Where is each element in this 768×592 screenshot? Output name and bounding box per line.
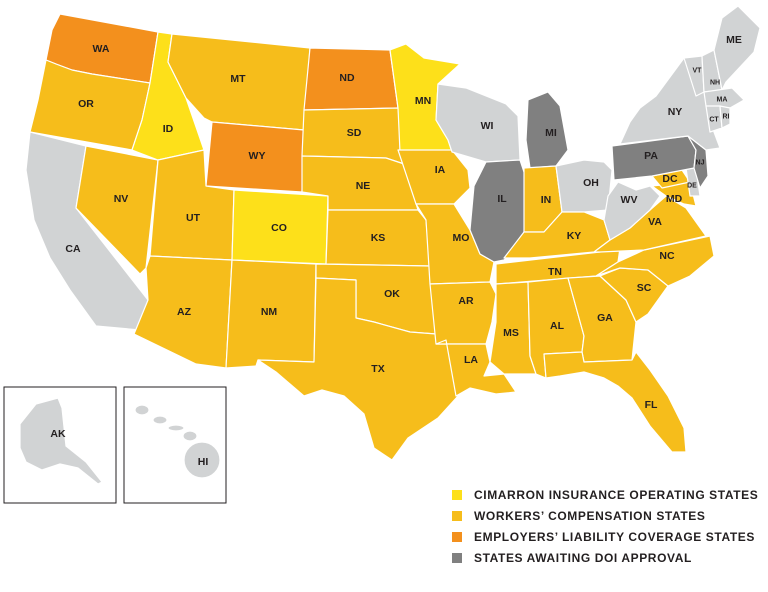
legend-swatch [452,552,462,563]
label-oh: OH [583,177,599,189]
label-wa: WA [93,43,110,55]
state-shapes [25,5,761,461]
label-sc: SC [637,282,652,294]
label-ia: IA [435,164,446,176]
hawaii-island-kauai [134,404,150,416]
legend-item-operating: CIMARRON INSURANCE OPERATING STATES [452,484,762,505]
legend-label: WORKERS’ COMPENSATION STATES [474,508,706,523]
hawaii-island-maui [182,430,198,442]
label-tx: TX [371,363,384,375]
hawaii-islands [134,404,221,479]
hawaii-island-oahu [152,415,168,425]
legend-label: CIMARRON INSURANCE OPERATING STATES [474,487,759,502]
hawaii-island-molokai [167,424,185,432]
label-ca: CA [65,243,81,255]
label-ut: UT [186,212,201,224]
legend-swatch [452,510,462,521]
label-mt: MT [230,73,246,85]
label-ms: MS [503,327,519,339]
state-la[interactable] [435,339,517,397]
state-me[interactable] [713,5,761,91]
label-wi: WI [481,120,494,132]
label-ky: KY [567,230,582,242]
legend-label: EMPLOYERS’ LIABILITY COVERAGE STATES [474,529,755,544]
label-tn: TN [548,266,562,278]
state-wv[interactable] [603,181,661,241]
label-hi: HI [198,456,209,468]
label-mn: MN [415,95,431,107]
label-ma: MA [717,97,728,104]
label-nh: NH [710,80,720,87]
state-ma[interactable] [703,87,745,109]
state-nv[interactable] [75,145,159,275]
state-mi[interactable] [525,91,569,169]
label-ga: GA [597,312,613,324]
label-wv: WV [621,194,638,206]
label-ct: CT [709,117,719,124]
map-legend: CIMARRON INSURANCE OPERATING STATES WORK… [452,484,762,568]
state-fl[interactable] [543,351,687,453]
legend-item-employers-liability: EMPLOYERS’ LIABILITY COVERAGE STATES [452,526,762,547]
label-ne: NE [356,180,371,192]
state-nc[interactable] [595,235,715,287]
label-wy: WY [249,150,266,162]
state-ar[interactable] [429,281,497,345]
label-nv: NV [114,193,129,205]
legend-swatch [452,489,462,500]
label-az: AZ [177,306,192,318]
label-nc: NC [659,250,675,262]
legend-label: STATES AWAITING DOI APPROVAL [474,550,692,565]
label-al: AL [550,320,565,332]
label-ny: NY [668,106,683,118]
label-or: OR [78,98,94,110]
state-labels: WA OR CA NV ID MT WY UT AZ CO NM ND SD N… [50,34,741,468]
legend-item-awaiting: STATES AWAITING DOI APPROVAL [452,547,762,568]
label-me: ME [726,34,742,46]
label-ar: AR [458,295,474,307]
label-id: ID [163,123,174,135]
state-ky[interactable] [503,211,611,259]
label-mo: MO [453,232,470,244]
map-insets [3,386,227,504]
legend-item-workers-comp: WORKERS’ COMPENSATION STATES [452,505,762,526]
label-sd: SD [347,127,362,139]
label-in: IN [541,194,552,206]
label-il: IL [497,193,507,205]
label-co: CO [271,222,287,234]
state-ri[interactable] [719,105,731,129]
label-md: MD [666,193,683,205]
label-vt: VT [693,68,703,75]
label-nd: ND [339,72,355,84]
label-pa: PA [644,150,658,162]
label-ok: OK [384,288,400,300]
state-ak[interactable] [19,397,103,485]
label-mi: MI [545,127,557,139]
state-hi[interactable] [183,441,221,479]
label-dc: DC [662,173,678,185]
label-nj: NJ [696,160,705,167]
label-la: LA [464,354,478,366]
label-fl: FL [645,399,658,411]
label-nm: NM [261,306,278,318]
label-ks: KS [371,232,386,244]
label-de: DE [687,183,697,190]
state-tx[interactable] [257,277,459,461]
label-va: VA [648,216,662,228]
label-ri: RI [723,114,730,121]
legend-swatch [452,531,462,542]
label-ak: AK [50,428,66,440]
